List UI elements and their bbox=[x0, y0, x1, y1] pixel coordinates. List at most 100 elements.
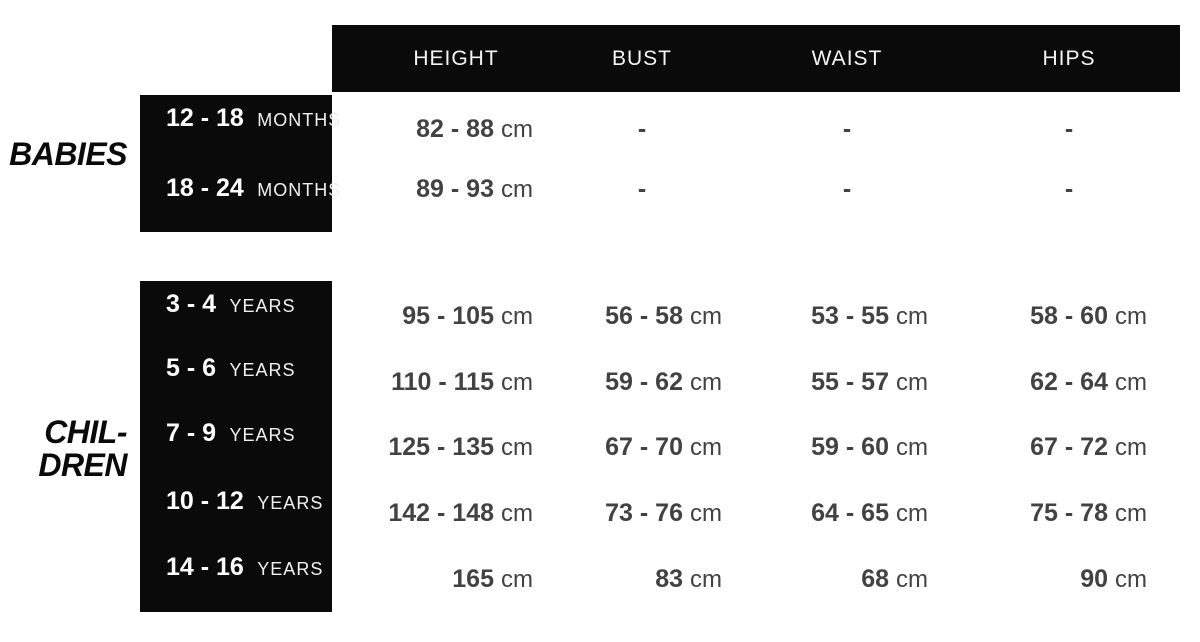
height-number: 110 - 115 bbox=[391, 368, 494, 396]
table-row: 89 - 93 cm - - - bbox=[332, 174, 1180, 204]
height-value: 89 - 93 cm bbox=[416, 174, 533, 208]
hips-unit: cm bbox=[1115, 369, 1147, 396]
header-bar: HEIGHT BUST WAIST HIPS bbox=[332, 25, 1180, 92]
height-number: 95 - 105 bbox=[402, 302, 494, 330]
height-number: 125 - 135 bbox=[388, 433, 494, 461]
children-age-box bbox=[140, 281, 332, 612]
age-range: 14 - 16 bbox=[166, 553, 244, 581]
hips-number: 75 - 78 bbox=[1030, 499, 1108, 527]
age-range: 12 - 18 bbox=[166, 104, 244, 132]
table-row: 125 - 135 cm 67 - 70 cm 59 - 60 cm 67 - 72 c… bbox=[332, 432, 1180, 462]
waist-number: 53 - 55 bbox=[811, 302, 889, 330]
height-unit: cm bbox=[501, 500, 533, 527]
height-number: 82 - 88 bbox=[416, 115, 494, 143]
height-value: 95 - 105 cm bbox=[402, 301, 533, 335]
age-range: 7 - 9 bbox=[166, 419, 217, 447]
waist-unit: cm bbox=[896, 303, 928, 330]
bust-unit: cm bbox=[690, 303, 722, 330]
height-value: 125 - 135 cm bbox=[388, 432, 533, 466]
hips-unit: cm bbox=[1115, 500, 1147, 527]
waist-value: 68 cm bbox=[861, 564, 928, 598]
bust-value: 67 - 70 cm bbox=[605, 432, 722, 466]
hips-value: 58 - 60 cm bbox=[1030, 301, 1147, 335]
age-label-row: 7 - 9 YEARS bbox=[166, 418, 296, 448]
bust-value: 59 - 62 cm bbox=[605, 367, 722, 401]
height-number: 165 bbox=[452, 565, 494, 593]
hips-number: 58 - 60 bbox=[1030, 302, 1108, 330]
bust-value: 73 - 76 cm bbox=[605, 498, 722, 532]
babies-age-box bbox=[140, 95, 332, 232]
table-row: 165 cm 83 cm 68 cm 90 cm bbox=[332, 564, 1180, 594]
waist-number: 64 - 65 bbox=[811, 499, 889, 527]
age-label-row: 10 - 12 YEARS bbox=[166, 486, 323, 516]
age-label-row: 14 - 16 YEARS bbox=[166, 552, 323, 582]
section-title-line: DREN bbox=[38, 447, 127, 483]
bust-number: 83 bbox=[655, 565, 683, 593]
height-unit: cm bbox=[501, 434, 533, 461]
section-title-children: CHIL- DREN bbox=[38, 416, 127, 482]
bust-unit: cm bbox=[690, 566, 722, 593]
bust-number: 59 - 62 bbox=[605, 368, 683, 396]
height-unit: cm bbox=[501, 566, 533, 593]
column-header-hips: HIPS bbox=[1042, 47, 1096, 70]
age-label-row: 18 - 24 MONTHS bbox=[166, 173, 341, 203]
hips-unit: cm bbox=[1115, 434, 1147, 461]
age-range: 18 - 24 bbox=[166, 174, 244, 202]
age-unit: YEARS bbox=[257, 493, 324, 513]
age-label-row: 5 - 6 YEARS bbox=[166, 353, 296, 383]
waist-unit: cm bbox=[896, 369, 928, 396]
hips-value: 90 cm bbox=[1080, 564, 1147, 598]
hips-number: 67 - 72 bbox=[1030, 433, 1108, 461]
bust-value: - bbox=[637, 115, 647, 143]
height-value: 110 - 115 cm bbox=[391, 367, 533, 401]
age-unit: MONTHS bbox=[257, 180, 342, 200]
column-header-bust: BUST bbox=[611, 47, 673, 70]
bust-unit: cm bbox=[690, 434, 722, 461]
hips-number: 62 - 64 bbox=[1030, 368, 1108, 396]
section-title-line: BABIES bbox=[9, 136, 127, 172]
hips-number: 90 bbox=[1080, 565, 1108, 593]
waist-value: 59 - 60 cm bbox=[811, 432, 928, 466]
waist-value: 64 - 65 cm bbox=[811, 498, 928, 532]
section-title-line: CHIL- bbox=[44, 414, 127, 450]
table-row: 82 - 88 cm - - - bbox=[332, 114, 1180, 144]
height-unit: cm bbox=[501, 176, 533, 203]
age-range: 3 - 4 bbox=[166, 290, 217, 318]
bust-unit: cm bbox=[690, 369, 722, 396]
bust-number: 56 - 58 bbox=[605, 302, 683, 330]
hips-value: - bbox=[1064, 175, 1074, 203]
age-unit: YEARS bbox=[229, 296, 296, 316]
column-header-height: HEIGHT bbox=[413, 47, 499, 70]
table-row: 142 - 148 cm 73 - 76 cm 64 - 65 cm 75 - 78 c… bbox=[332, 498, 1180, 528]
hips-value: 75 - 78 cm bbox=[1030, 498, 1147, 532]
hips-value: 67 - 72 cm bbox=[1030, 432, 1147, 466]
bust-unit: cm bbox=[690, 500, 722, 527]
height-value: 142 - 148 cm bbox=[388, 498, 533, 532]
age-range: 10 - 12 bbox=[166, 487, 244, 515]
column-header-waist: WAIST bbox=[811, 47, 883, 70]
waist-value: - bbox=[842, 115, 852, 143]
height-number: 89 - 93 bbox=[416, 175, 494, 203]
height-value: 165 cm bbox=[452, 564, 533, 598]
age-unit: MONTHS bbox=[257, 110, 342, 130]
height-number: 142 - 148 bbox=[388, 499, 494, 527]
bust-value: - bbox=[637, 175, 647, 203]
height-unit: cm bbox=[501, 369, 533, 396]
waist-value: 53 - 55 cm bbox=[811, 301, 928, 335]
waist-number: 68 bbox=[861, 565, 889, 593]
bust-number: 73 - 76 bbox=[605, 499, 683, 527]
waist-number: 55 - 57 bbox=[811, 368, 889, 396]
height-value: 82 - 88 cm bbox=[416, 114, 533, 148]
table-row: 95 - 105 cm 56 - 58 cm 53 - 55 cm 58 - 60 cm bbox=[332, 301, 1180, 331]
hips-unit: cm bbox=[1115, 303, 1147, 330]
bust-value: 56 - 58 cm bbox=[605, 301, 722, 335]
table-row: 110 - 115 cm 59 - 62 cm 55 - 57 cm 62 - 64 c… bbox=[332, 367, 1180, 397]
bust-value: 83 cm bbox=[655, 564, 722, 598]
waist-number: 59 - 60 bbox=[811, 433, 889, 461]
age-label-row: 3 - 4 YEARS bbox=[166, 289, 296, 319]
hips-value: - bbox=[1064, 115, 1074, 143]
height-unit: cm bbox=[501, 116, 533, 143]
waist-value: - bbox=[842, 175, 852, 203]
bust-number: 67 - 70 bbox=[605, 433, 683, 461]
